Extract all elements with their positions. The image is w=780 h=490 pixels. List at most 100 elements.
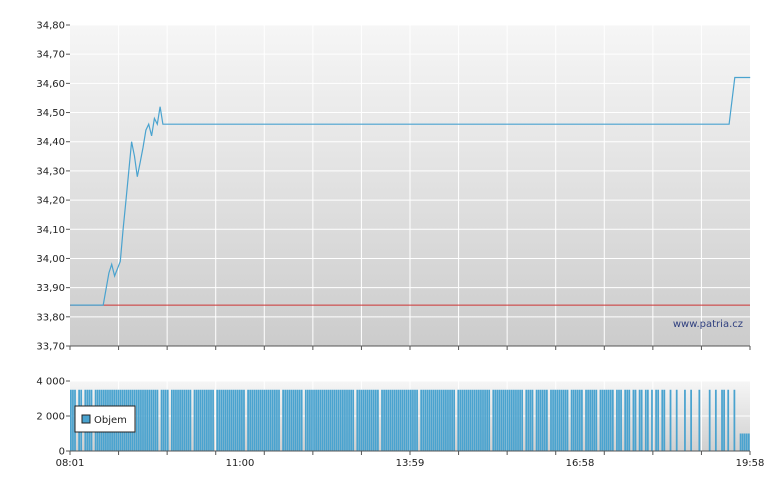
legend-swatch <box>81 414 91 424</box>
volume-bar <box>70 389 72 451</box>
volume-bar <box>247 389 249 451</box>
volume-bar <box>669 389 672 451</box>
volume-bar <box>607 389 610 451</box>
volume-bar <box>222 389 225 451</box>
volume-x-axis: 08:01 11:00 13:59 16:58 19:58 <box>56 451 765 469</box>
volume-bar <box>162 389 165 451</box>
volume-bar <box>646 389 649 451</box>
volume-bar <box>276 389 278 451</box>
volume-bar <box>290 389 293 451</box>
volume-bar <box>651 389 653 451</box>
volume-bar <box>325 389 328 451</box>
volume-bar <box>690 389 692 451</box>
volume-bar <box>515 389 517 451</box>
volume-bar <box>197 389 200 451</box>
volume-bar <box>72 389 74 451</box>
volume-bar <box>177 389 179 451</box>
price-x-ticks <box>69 346 751 350</box>
legend-label: Objem <box>94 415 127 426</box>
price-ytick-label: 34,20 <box>36 196 65 207</box>
price-ytick-label: 34,00 <box>36 254 65 265</box>
volume-bar <box>337 389 340 451</box>
volume-bar <box>552 389 554 451</box>
price-ytick-label: 34,10 <box>36 225 65 236</box>
volume-bar <box>179 389 181 451</box>
volume-bar <box>570 389 573 451</box>
volume-bar <box>447 389 449 451</box>
volume-bar <box>203 389 206 451</box>
volume-bar <box>741 433 744 451</box>
volume-bar <box>366 389 369 451</box>
volume-bar <box>224 389 227 451</box>
volume-bar <box>620 389 622 451</box>
volume-bar <box>261 389 264 451</box>
volume-bar <box>348 389 350 451</box>
volume-bar <box>535 389 538 451</box>
volume-bar <box>628 389 631 451</box>
volume-bar <box>350 389 352 451</box>
volume-bar <box>160 389 163 451</box>
volume-bar <box>381 389 383 451</box>
volume-bar <box>201 389 204 451</box>
volume-bar <box>745 433 748 451</box>
price-line <box>70 76 751 306</box>
volume-bar <box>234 389 237 451</box>
volume-bar <box>541 389 544 451</box>
volume-bar <box>438 389 441 451</box>
volume-bar <box>230 389 233 451</box>
volume-bar <box>249 389 252 451</box>
volume-bar <box>218 389 221 451</box>
volume-bar <box>554 389 556 451</box>
volume-bar <box>675 389 678 451</box>
volume-bar <box>721 389 723 451</box>
volume-bar <box>714 389 717 451</box>
volume-bar <box>494 389 497 451</box>
volume-bar <box>304 389 307 451</box>
volume-bar <box>442 389 445 451</box>
volume-bar <box>543 389 546 451</box>
volume-bar <box>364 389 367 451</box>
volume-bar <box>368 389 371 451</box>
volume-bar <box>175 389 177 451</box>
price-ytick-label: 34,50 <box>36 108 65 119</box>
volume-bar <box>527 389 530 451</box>
volume-bar <box>140 389 142 451</box>
volume-bar <box>492 389 495 451</box>
volume-bar <box>228 389 231 451</box>
volume-bar <box>294 389 297 451</box>
volume-bar <box>638 389 641 451</box>
volume-bar <box>708 389 711 451</box>
volume-bar <box>445 389 447 451</box>
volume-bar <box>319 389 322 451</box>
volume-bar <box>459 389 462 451</box>
volume-bar <box>558 389 561 451</box>
volume-bar <box>135 389 138 451</box>
volume-xtick-label: 11:00 <box>226 458 255 469</box>
volume-bar <box>399 389 402 451</box>
volume-bar <box>529 389 532 451</box>
volume-bar <box>170 389 173 451</box>
volume-bar <box>513 389 515 451</box>
volume-bar <box>428 389 431 451</box>
volume-bar <box>183 389 186 451</box>
volume-bar <box>440 389 443 451</box>
volume-bar <box>220 389 223 451</box>
volume-bar <box>634 389 637 451</box>
volume-bar <box>478 389 480 451</box>
volume-bar <box>525 389 528 451</box>
volume-bar <box>327 389 330 451</box>
volume-bar <box>432 389 435 451</box>
volume-bar <box>560 389 563 451</box>
volume-bar <box>339 389 342 451</box>
volume-bar <box>166 389 169 451</box>
volume-bar <box>321 389 324 451</box>
volume-ytick-label: 0 <box>59 447 65 458</box>
volume-xtick-label: 19:58 <box>736 458 765 469</box>
volume-bar <box>581 389 583 451</box>
volume-bar <box>154 389 157 451</box>
volume-bar <box>412 389 414 451</box>
volume-bar <box>187 389 190 451</box>
volume-y-axis: 4 000 2 000 0 <box>36 377 70 458</box>
volume-bar <box>146 389 148 451</box>
